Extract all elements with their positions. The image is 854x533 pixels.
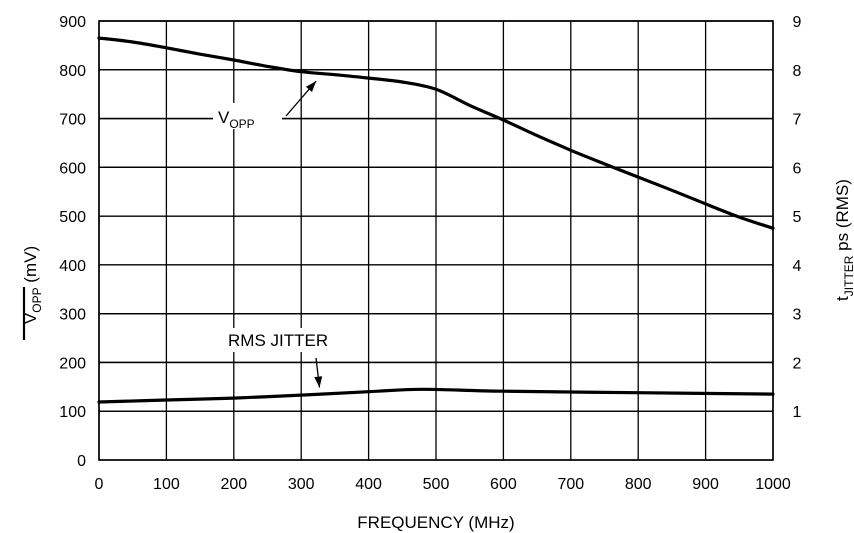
annotation-arrowhead — [305, 81, 317, 93]
annotation-jitter-label: RMS JITTER — [228, 331, 328, 350]
y2-axis-label-main: t — [833, 296, 852, 301]
y-tick-label: 0 — [77, 453, 86, 470]
y-axis-title: VOPP (mV) — [21, 246, 44, 324]
x-tick-labels: 0 100 200 300 400 500 600 700 800 900 1000 — [95, 476, 791, 493]
x-axis-label: FREQUENCY (MHz) — [357, 513, 514, 532]
y2-tick-label: 5 — [793, 209, 802, 226]
annotations: VOPP RMS JITTER — [213, 80, 357, 388]
annotation-vopp-main: V — [218, 108, 230, 127]
y-tick-label: 700 — [59, 112, 86, 129]
annotation-jitter-backdrop — [224, 328, 357, 352]
y2-tick-label: 1 — [793, 404, 802, 421]
y2-tick-label: 7 — [793, 112, 802, 129]
y-tick-labels: 0 100 200 300 400 500 600 700 800 900 — [59, 14, 86, 470]
x-tick-label: 1000 — [755, 476, 791, 493]
y-tick-label: 900 — [59, 14, 86, 31]
y2-tick-label: 4 — [793, 258, 802, 275]
y2-tick-label: 9 — [793, 14, 802, 31]
y-tick-label: 800 — [59, 63, 86, 80]
svg-text:tJITTER ps (RMS): tJITTER ps (RMS) — [833, 179, 854, 301]
y-tick-label: 600 — [59, 160, 86, 177]
x-tick-label: 400 — [355, 476, 382, 493]
y2-tick-label: 8 — [793, 63, 802, 80]
x-tick-label: 500 — [423, 476, 450, 493]
y2-tick-label: 3 — [793, 307, 802, 324]
y-axis-label-rest: (mV) — [21, 246, 40, 288]
x-tick-label: 800 — [625, 476, 652, 493]
annotation-vopp-sub: OPP — [229, 117, 254, 131]
y2-axis-label-rest: ps (RMS) — [833, 179, 852, 256]
y2-tick-label: 2 — [793, 355, 802, 372]
x-tick-label: 900 — [692, 476, 719, 493]
y-axis-label-sub: OPP — [30, 287, 44, 312]
series-line-rms-jitter — [97, 387, 775, 404]
x-tick-label: 100 — [153, 476, 180, 493]
plot-border — [98, 20, 774, 461]
y-tick-label: 400 — [59, 258, 86, 275]
x-tick-label: 300 — [288, 476, 315, 493]
series-line-vopp — [97, 36, 775, 230]
y-tick-label: 100 — [59, 404, 86, 421]
y-tick-label: 300 — [59, 307, 86, 324]
y2-tick-labels: 1 2 3 4 5 6 7 8 9 — [793, 14, 802, 421]
x-tick-label: 0 — [95, 476, 104, 493]
y2-tick-label: 6 — [793, 160, 802, 177]
y-axis-label-main: V — [21, 312, 40, 324]
annotation-arrowhead — [314, 376, 323, 388]
x-tick-label: 700 — [557, 476, 584, 493]
series-lines — [97, 36, 775, 404]
y2-axis-label-sub: JITTER — [842, 255, 854, 296]
y-tick-label: 200 — [59, 355, 86, 372]
plot-frame — [98, 20, 774, 461]
y2-axis-title: tJITTER ps (RMS) — [833, 179, 854, 301]
annotation-vopp-label: VOPP — [218, 108, 255, 131]
y-tick-label: 500 — [59, 209, 86, 226]
x-tick-label: 200 — [220, 476, 247, 493]
x-tick-label: 600 — [490, 476, 517, 493]
svg-text:VOPP (mV): VOPP (mV) — [21, 246, 44, 324]
annotation-vopp-backdrop — [213, 103, 282, 129]
